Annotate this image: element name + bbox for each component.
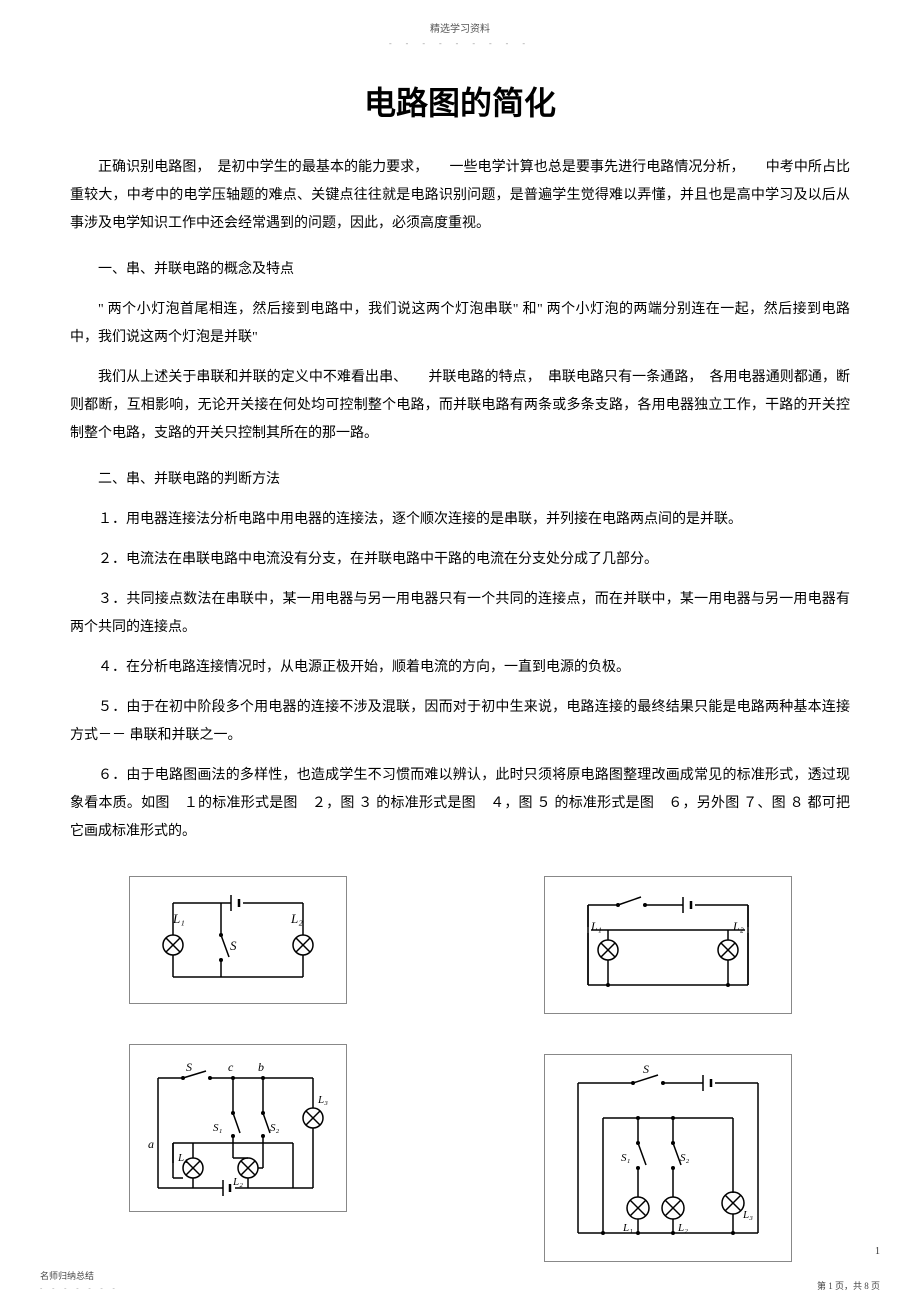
circuit-fig1: S (129, 876, 347, 1004)
footer-right: 第 1 页，共 8 页 (817, 1279, 880, 1292)
fig3-b: b (258, 1060, 264, 1074)
section2-item5: ５．由于在初中阶段多个用电器的连接不涉及混联，因而对于初中生来说，电路连接的最终… (40, 694, 880, 750)
fig2-L1: L₁ (590, 919, 602, 933)
footer-left: 名师归纳总结 - - - - - - - (40, 1269, 119, 1292)
circuit-fig2: L₁ L₂ (544, 876, 792, 1014)
fig3-L3: L₃ (317, 1094, 328, 1106)
left-column: S (129, 876, 347, 1262)
page-number: 1 (875, 1246, 880, 1257)
circuit-svg-4: S S₁ (553, 1063, 783, 1253)
section2-item3: ３．共同接点数法在串联中，某一用电器与另一用电器只有一个共同的连接点，而在并联中… (40, 586, 880, 642)
fig3-a: a (148, 1137, 154, 1151)
fig4-S1: S₁ (621, 1152, 631, 1164)
circuit-svg-1: S (143, 885, 333, 995)
fig4-L3: L₃ (742, 1209, 753, 1221)
fig4-L1: L₁ (622, 1222, 633, 1234)
section2-title: 二、串、并联电路的判断方法 (40, 466, 880, 494)
main-title: 电路图的简化 (40, 78, 880, 124)
section2-item4: ４．在分析电路连接情况时，从电源正极开始，顺着电流的方向，一直到电源的负极。 (40, 654, 880, 682)
section2-item1: １．用电器连接法分析电路中用电器的连接法，逐个顺次连接的是串联，并列接在电路两点… (40, 506, 880, 534)
header-small-text: 精选学习资料 (40, 20, 880, 35)
fig4-S: S (643, 1063, 649, 1076)
fig3-L1: L₁ (177, 1152, 188, 1164)
fig1-L1: L₁ (172, 911, 185, 926)
fig1-L2: L₂ (290, 911, 303, 926)
footer-left-dots: - - - - - - - (40, 1284, 119, 1292)
fig4-S2: S₂ (680, 1152, 690, 1164)
fig2-L2: L₂ (732, 919, 744, 933)
right-column: L₁ L₂ (544, 876, 792, 1262)
header-dots: - - - - - - - - - (40, 39, 880, 48)
section1-para2: 我们从上述关于串联和并联的定义中不难看出串、 并联电路的特点， 串联电路只有一条… (40, 364, 880, 448)
circuit-svg-2: L₁ L₂ (563, 885, 773, 1005)
fig3-S1: S₁ (213, 1122, 223, 1134)
fig3-S: S (186, 1060, 192, 1074)
fig3-L2: L₂ (232, 1176, 243, 1188)
section2-item6: ６．由于电路图画法的多样性，也造成学生不习惯而难以辨认，此时只须将原电路图整理改… (40, 762, 880, 846)
circuit-fig4: S S₁ (544, 1054, 792, 1262)
footer-left-text: 名师归纳总结 (40, 1271, 94, 1281)
circuit-fig3: S c b L₃ a (129, 1044, 347, 1212)
section1-title: 一、串、并联电路的概念及特点 (40, 256, 880, 284)
fig1-S: S (230, 938, 237, 953)
diagrams-container: S (70, 876, 850, 1262)
fig3-c: c (228, 1060, 234, 1074)
fig3-S2: S₂ (270, 1122, 280, 1134)
section1-para1: " 两个小灯泡首尾相连，然后接到电路中，我们说这两个灯泡串联" 和" 两个小灯泡… (40, 296, 880, 352)
section2-item2: ２．电流法在串联电路中电流没有分支，在并联电路中干路的电流在分支处分成了几部分。 (40, 546, 880, 574)
intro-paragraph: 正确识别电路图， 是初中学生的最基本的能力要求， 一些电学计算也总是要事先进行电… (40, 154, 880, 238)
circuit-svg-3: S c b L₃ a (138, 1053, 338, 1203)
fig4-L2: L₂ (677, 1222, 688, 1234)
